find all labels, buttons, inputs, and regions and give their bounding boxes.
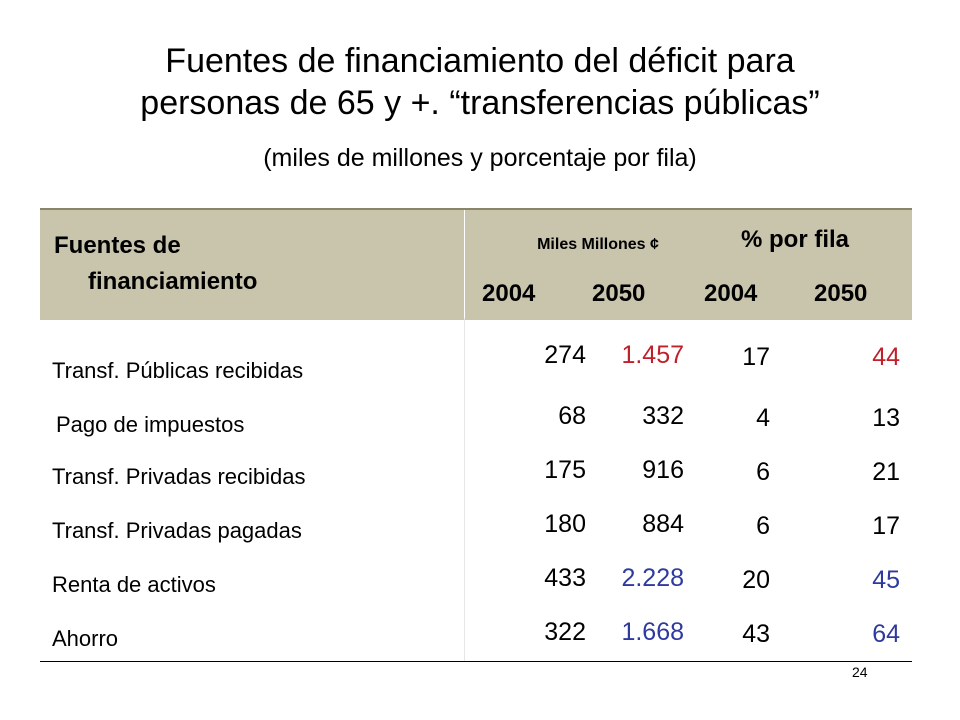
- row-label: Renta de activos: [52, 572, 216, 597]
- cell-miles-2050: 1.457: [621, 341, 684, 369]
- cell-miles-2050: 332: [642, 402, 684, 430]
- slide-title-line-1: Fuentes de financiamiento del déficit pa…: [165, 42, 795, 80]
- page-number: 24: [852, 664, 868, 680]
- cell-pct-2004: 4: [756, 404, 770, 432]
- table-row: Ahorro 322 1.668 43 64: [40, 610, 912, 666]
- row-label: Pago de impuestos: [56, 412, 245, 437]
- table-row: Pago de impuestos 68 332 4 13: [40, 394, 912, 450]
- cell-miles-2004: 274: [544, 341, 586, 369]
- header-year-pct-2004: 2004: [704, 280, 758, 307]
- cell-miles-2004: 180: [544, 510, 586, 538]
- cell-miles-2050: 1.668: [621, 618, 684, 646]
- cell-pct-2004: 6: [756, 512, 770, 540]
- cell-miles-2004: 68: [558, 402, 586, 430]
- header-miles-millones: Miles Millones ¢: [537, 236, 659, 253]
- row-label: Transf. Privadas recibidas: [52, 464, 306, 489]
- cell-pct-2050: 45: [872, 566, 900, 594]
- header-year-miles-2050: 2050: [592, 280, 646, 307]
- cell-pct-2004: 17: [742, 343, 770, 371]
- row-label: Transf. Privadas pagadas: [52, 518, 302, 543]
- table-row: Renta de activos 433 2.228 20 45: [40, 556, 912, 612]
- table-bottom-rule: [40, 661, 912, 662]
- cell-pct-2050: 17: [872, 512, 900, 540]
- header-fuentes: Fuentes de financiamiento: [54, 228, 454, 300]
- slide-subtitle: (miles de millones y porcentaje por fila…: [263, 144, 697, 172]
- cell-pct-2004: 20: [742, 566, 770, 594]
- cell-miles-2004: 322: [544, 618, 586, 646]
- table-header: Fuentes de financiamiento Miles Millones…: [40, 208, 912, 320]
- header-divider: [464, 210, 465, 320]
- cell-miles-2050: 884: [642, 510, 684, 538]
- column-divider: [464, 318, 465, 661]
- cell-miles-2004: 433: [544, 564, 586, 592]
- slide-title-line-2: personas de 65 y +. “transferencias públ…: [140, 84, 820, 122]
- row-label: Transf. Públicas recibidas: [52, 358, 304, 383]
- cell-pct-2050: 44: [872, 343, 900, 371]
- cell-miles-2004: 175: [544, 456, 586, 484]
- cell-pct-2004: 43: [742, 620, 770, 648]
- table-row: Transf. Públicas recibidas 274 1.457 17 …: [40, 334, 912, 390]
- header-year-pct-2050: 2050: [814, 280, 868, 307]
- header-year-miles-2004: 2004: [482, 280, 536, 307]
- table-row: Transf. Privadas pagadas 180 884 6 17: [40, 502, 912, 558]
- slide-title: Fuentes de financiamiento del déficit pa…: [0, 40, 960, 124]
- cell-pct-2004: 6: [756, 458, 770, 486]
- cell-pct-2050: 64: [872, 620, 900, 648]
- cell-miles-2050: 916: [642, 456, 684, 484]
- table-row: Transf. Privadas recibidas 175 916 6 21: [40, 448, 912, 504]
- cell-miles-2050: 2.228: [621, 564, 684, 592]
- header-fuentes-line-2: financiamiento: [88, 268, 258, 295]
- header-fuentes-line-1: Fuentes de: [54, 232, 181, 259]
- header-porcentaje-por-fila: % por fila: [740, 226, 849, 253]
- cell-pct-2050: 21: [872, 458, 900, 486]
- row-label: Ahorro: [52, 626, 119, 651]
- cell-pct-2050: 13: [872, 404, 900, 432]
